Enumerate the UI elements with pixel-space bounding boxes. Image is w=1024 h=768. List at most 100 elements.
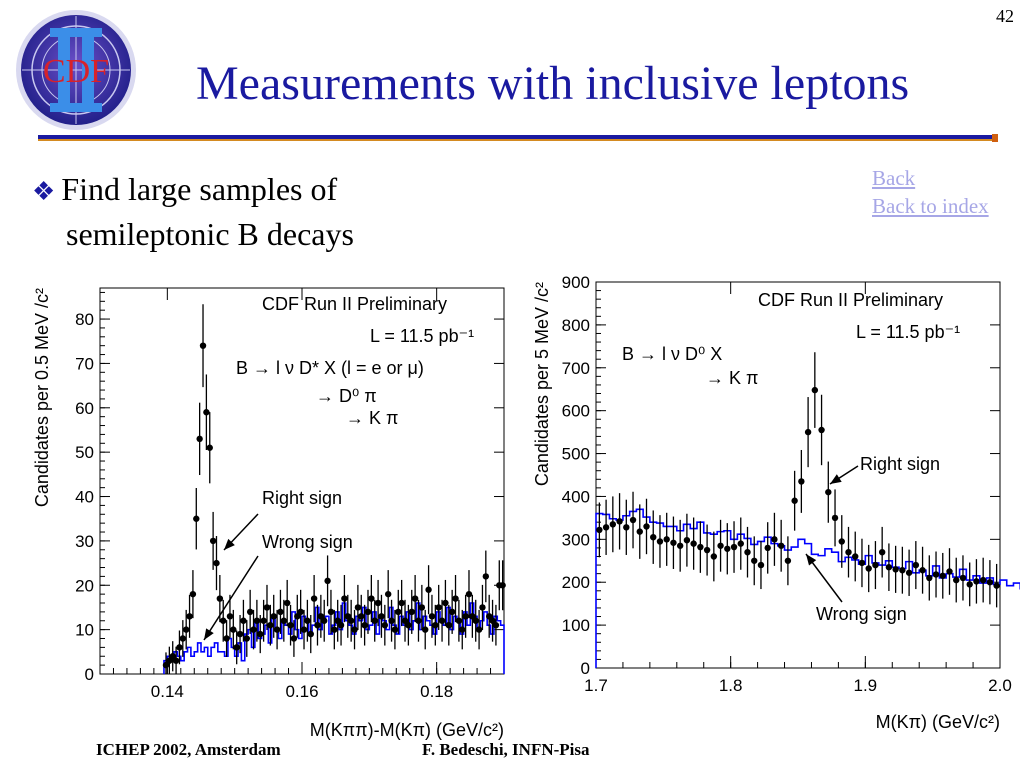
data-point (176, 644, 183, 651)
data-point (609, 521, 617, 528)
chart-annotation-kpi: → K π (706, 368, 758, 388)
data-point (438, 617, 446, 624)
back-to-index-link[interactable]: Back to index (872, 194, 989, 218)
data-point (979, 576, 987, 584)
x-tick-label: 0.16 (285, 682, 318, 701)
x-axis: 1.7 1.8 1.9 2.0 (584, 282, 1012, 695)
data-point (616, 518, 623, 525)
y-tick-label: 600 (562, 402, 590, 421)
data-point (838, 538, 845, 545)
y-axis-label: Candidates per 0.5 MeV /c² (32, 288, 52, 507)
chart-annotation-decay: B → l ν D⁰ X (622, 344, 722, 364)
data-point (455, 617, 463, 624)
data-point (391, 626, 399, 633)
slide-title: Measurements with inclusive leptons (196, 57, 910, 110)
chart-annotation-right-sign: Right sign (262, 488, 342, 508)
data-point (465, 590, 473, 598)
data-point (408, 608, 415, 616)
chart-annotation-kpi: → K π (346, 408, 398, 428)
data-point (186, 613, 193, 620)
data-point (959, 574, 967, 582)
data-point (757, 561, 765, 569)
chart-annotation-d0: → D⁰ π (316, 386, 377, 406)
data-point (260, 617, 267, 624)
data-point (267, 621, 274, 629)
data-point (304, 617, 311, 624)
y-tick-label: 500 (562, 445, 590, 464)
data-point (818, 426, 825, 434)
data-point (885, 564, 893, 571)
data-point (751, 557, 758, 564)
data-point (926, 574, 933, 582)
y-tick-label: 40 (75, 488, 94, 507)
data-point (777, 542, 785, 549)
title-divider (38, 135, 998, 141)
y-tick-label: 400 (562, 487, 590, 506)
data-point (629, 516, 637, 524)
data-point (317, 613, 325, 620)
data-point (401, 617, 409, 624)
chart-annotation-luminosity: L = 11.5 pb⁻¹ (370, 326, 474, 346)
data-point (283, 599, 291, 607)
d0-mass-plot: 0 100 200 300 400 500 600 700 800 900 1.7 1.8 1.9 2.0… (524, 270, 1024, 732)
data-point (469, 613, 476, 620)
back-link[interactable]: Back (872, 166, 916, 190)
data-point (784, 557, 792, 564)
data-point (432, 621, 439, 629)
right-sign-points (596, 352, 1000, 608)
chart-annotation-wrong-sign: Wrong sign (816, 604, 907, 624)
data-point (831, 514, 839, 522)
data-point (670, 539, 677, 546)
data-point (690, 540, 697, 547)
data-point (290, 635, 298, 642)
data-point (374, 599, 382, 607)
data-point (411, 595, 419, 602)
bullet-line-1: Find large samples of (61, 171, 338, 207)
data-point (203, 409, 210, 416)
data-point (485, 613, 493, 620)
wrong-sign-arrow-head (204, 628, 214, 640)
data-point (878, 549, 886, 556)
data-point (703, 546, 711, 554)
data-point (277, 608, 284, 616)
data-point (226, 613, 234, 620)
data-point (273, 626, 281, 633)
data-point (388, 617, 395, 624)
data-point (341, 595, 348, 602)
data-point (676, 542, 684, 549)
data-point (405, 621, 412, 629)
data-point (724, 545, 731, 552)
cdf-logo: CDF (14, 8, 138, 132)
y-tick-label: 20 (75, 576, 94, 595)
data-point (314, 621, 321, 629)
data-point (287, 621, 294, 629)
x-tick-label: 2.0 (988, 676, 1012, 695)
chart-annotation-title: CDF Run II Preliminary (758, 290, 943, 310)
data-point (482, 573, 490, 580)
dstar-mass-difference-plot: 0 10 20 30 40 50 60 70 80 0.14 0.16 0.18 M(Kππ)-M(Kπ… (18, 280, 518, 740)
x-tick-label: 0.18 (420, 682, 453, 701)
data-point (499, 582, 506, 589)
data-point (475, 626, 483, 633)
plot-frame (595, 281, 1001, 669)
wrong-sign-arrow-head (806, 554, 817, 566)
y-tick-label: 0 (581, 659, 590, 678)
data-point (845, 549, 852, 556)
footer-author: F. Bedeschi, INFN-Pisa (422, 740, 590, 759)
chart-annotation-decay: B → l ν D* X (l = e or μ) (236, 358, 424, 378)
data-point (602, 524, 610, 531)
data-point (643, 523, 650, 530)
y-tick-label: 300 (562, 530, 590, 549)
x-axis-label: M(Kππ)-M(Kπ) (GeV/c²) (310, 720, 504, 740)
y-axis: 0 10 20 30 40 50 60 70 80 (75, 291, 504, 684)
x-axis: 0.14 0.16 0.18 (99, 288, 505, 701)
data-point (737, 540, 744, 547)
data-point (300, 626, 308, 633)
data-point (327, 608, 335, 616)
data-point (381, 621, 389, 629)
data-point (321, 617, 328, 624)
data-point (697, 543, 704, 551)
data-point (162, 661, 170, 669)
data-point (250, 626, 257, 633)
data-point (858, 559, 866, 567)
